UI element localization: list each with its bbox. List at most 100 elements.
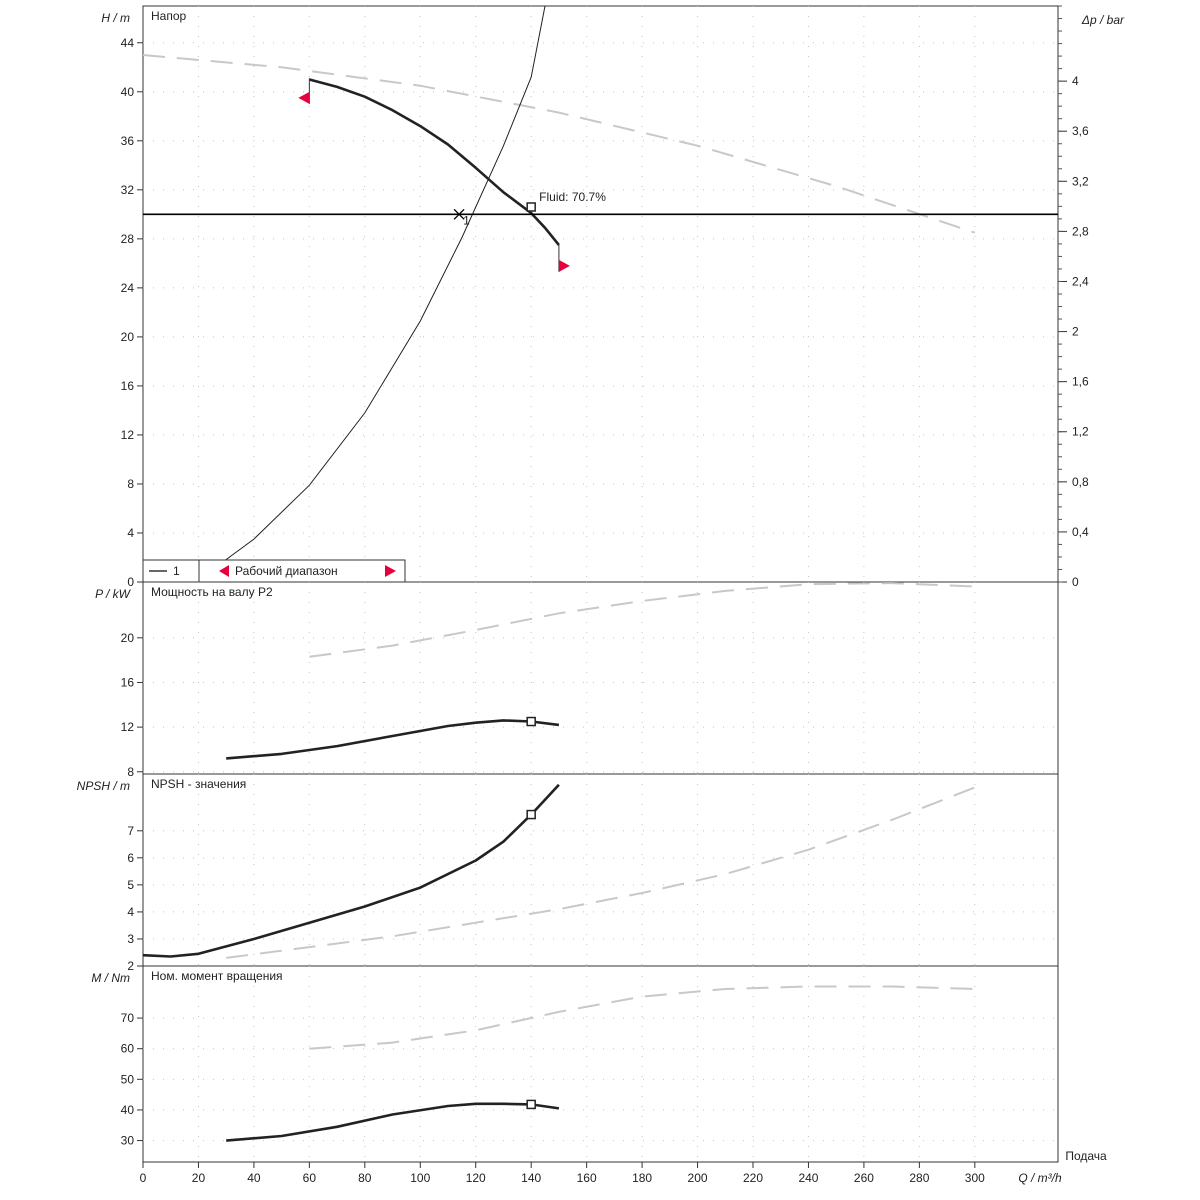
- legend-item-2: Рабочий диапазон: [235, 564, 338, 578]
- right-tick-label: 3,2: [1072, 174, 1089, 188]
- x-tick-label: 140: [521, 1171, 541, 1185]
- y-tick-label: 12: [121, 428, 135, 442]
- y-tick-label: 5: [127, 878, 134, 892]
- series-system-line: [220, 6, 546, 565]
- series-group: [226, 582, 975, 760]
- x-tick-label: 40: [247, 1171, 261, 1185]
- operating-point-mark: [453, 208, 465, 220]
- y-axis-label: P / kW: [95, 587, 132, 601]
- right-tick-label: 1,2: [1072, 425, 1089, 439]
- right-tick-label: 0: [1072, 575, 1079, 589]
- y-tick-label: 8: [127, 765, 134, 779]
- x-tick-label: 280: [909, 1171, 929, 1185]
- y-tick-label: 20: [121, 631, 135, 645]
- panel-frame: [142, 965, 1059, 1163]
- y-tick-label: 2: [127, 959, 134, 973]
- x-tick-label: 160: [577, 1171, 597, 1185]
- x-tick-label: 0: [140, 1171, 147, 1185]
- x-tick-label: 240: [798, 1171, 818, 1185]
- y-tick-label: 7: [127, 824, 134, 838]
- y-tick-label: 3: [127, 932, 134, 946]
- x-tick-label: 80: [358, 1171, 372, 1185]
- y-tick-label: 32: [121, 183, 135, 197]
- x-tick-label: 120: [466, 1171, 486, 1185]
- panel-4: 30 40 50 60 70 Ном. момент вращения M / Nm: [91, 965, 1059, 1163]
- x-tick-label: 260: [854, 1171, 874, 1185]
- y-tick-label: 0: [127, 575, 134, 589]
- right-tick-label: 2,8: [1072, 224, 1089, 238]
- range-flag-right-icon: [558, 259, 570, 272]
- panel-3: 2 3 4 5 6 7 NPSH - значения NPSH / m: [77, 773, 1059, 973]
- series-maximum-line: [143, 54, 976, 234]
- panel-frame: [142, 773, 1059, 967]
- series-group: [143, 6, 976, 565]
- x-tick-label: 60: [303, 1171, 317, 1185]
- y-axis-label: M / Nm: [91, 971, 130, 985]
- y-tick-label: 60: [121, 1042, 135, 1056]
- y-axis-label: H / m: [101, 11, 130, 25]
- series-group: [226, 985, 975, 1142]
- legend-flag-left-icon: [219, 565, 229, 577]
- y-tick-label: 50: [121, 1072, 135, 1086]
- y-tick-label: 28: [121, 232, 135, 246]
- efficiency-point-marker: [526, 202, 536, 212]
- series-operating-line: [309, 78, 560, 246]
- right-tick-label: 2,4: [1072, 274, 1089, 288]
- efficiency-point-marker: [526, 809, 536, 820]
- x-tick-label: 20: [192, 1171, 206, 1185]
- right-axis-label: Δp / bar: [1081, 13, 1125, 27]
- y-tick-label: 44: [121, 36, 135, 50]
- panel-title: Мощность на валу P2: [151, 585, 273, 599]
- series-maximum-line: [309, 985, 975, 1050]
- y-tick-label: 24: [121, 281, 135, 295]
- series-operating-line: [143, 783, 560, 958]
- panel-title: Ном. момент вращения: [151, 969, 283, 983]
- legend-flag-right-icon: [385, 565, 396, 577]
- y-tick-label: 4: [127, 905, 134, 919]
- x-tick-label: 300: [965, 1171, 985, 1185]
- right-tick-label: 3,6: [1072, 124, 1089, 138]
- y-tick-label: 16: [121, 675, 135, 689]
- right-tick-label: 1,6: [1072, 375, 1089, 389]
- right-tick-label: 0,4: [1072, 525, 1089, 539]
- panel-frame: [142, 5, 1059, 583]
- y-tick-label: 36: [121, 134, 135, 148]
- efficiency-point-marker: [526, 1099, 536, 1110]
- y-tick-label: 20: [121, 330, 135, 344]
- series-maximum-line: [309, 582, 975, 658]
- panel-2: 8 12 16 20 Мощность на валу P2 P / kW: [95, 581, 1059, 779]
- right-tick-label: 2: [1072, 325, 1079, 339]
- legend: 1 Рабочий диапазон: [142, 559, 406, 583]
- y-tick-label: 12: [121, 720, 135, 734]
- efficiency-point-marker: [526, 716, 536, 727]
- y-tick-label: 6: [127, 851, 134, 865]
- x-tick-label: 100: [410, 1171, 430, 1185]
- y-tick-label: 16: [121, 379, 135, 393]
- x-tick-label: 180: [632, 1171, 652, 1185]
- x-axis-caption: Подача: [1065, 1149, 1107, 1163]
- operating-point-label: 1: [463, 213, 470, 227]
- range-flag-left-icon: [298, 91, 310, 104]
- y-tick-label: 40: [121, 85, 135, 99]
- series-maximum-line: [226, 786, 976, 959]
- x-tick-label: 220: [743, 1171, 763, 1185]
- y-tick-label: 70: [121, 1011, 135, 1025]
- x-axis: 0 20 40 60 80 100 120 140 160 180 200 220 240 260 280 3…: [140, 1149, 1107, 1185]
- y-tick-label: 4: [127, 526, 134, 540]
- x-axis-label: Q / m³/h: [1018, 1171, 1062, 1185]
- y-axis-label: NPSH / m: [77, 779, 130, 793]
- y-tick-label: 40: [121, 1103, 135, 1117]
- efficiency-label: Fluid: 70.7%: [539, 190, 606, 204]
- series-group: [143, 783, 976, 959]
- y-tick-label: 30: [121, 1134, 135, 1148]
- panel-title: Напор: [151, 9, 187, 23]
- y-tick-label: 8: [127, 477, 134, 491]
- series-operating-line: [226, 719, 560, 760]
- panel-title: NPSH - значения: [151, 777, 246, 791]
- right-tick-label: 4: [1072, 74, 1079, 88]
- x-tick-label: 200: [688, 1171, 708, 1185]
- series-operating-line: [226, 1102, 560, 1142]
- panel-frame: [142, 581, 1059, 775]
